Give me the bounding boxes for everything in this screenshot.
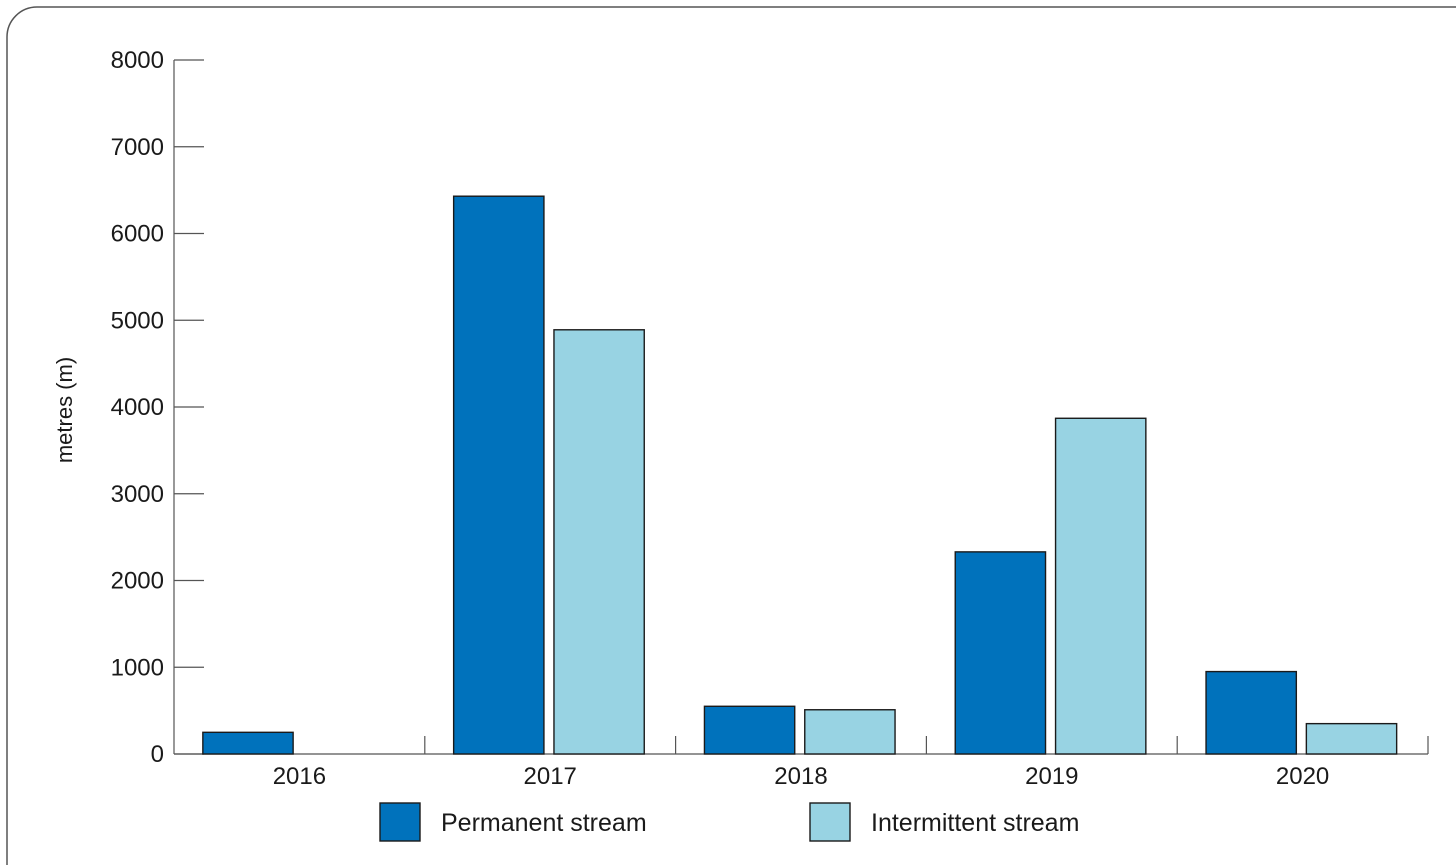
y-tick-label: 0 (151, 741, 164, 768)
chart-frame (6, 6, 1456, 865)
bar-permanent-stream-2018 (703, 705, 796, 755)
legend: Permanent stream Intermittent stream (379, 802, 1079, 842)
bar-intermittent-stream-2020 (1305, 722, 1398, 755)
y-ticks: 0 1000 2000 3000 4000 5000 6000 7000 8000 (111, 47, 204, 768)
y-tick-label: 3000 (111, 481, 164, 508)
x-tick-label: 2018 (774, 763, 827, 790)
y-tick-label: 8000 (111, 47, 164, 74)
y-tick-label: 7000 (111, 134, 164, 161)
bars (202, 195, 1398, 755)
legend-swatch (379, 802, 421, 842)
x-tick-label: 2016 (273, 763, 326, 790)
bar-intermittent-stream-2019 (1054, 417, 1147, 755)
bar-permanent-stream-2017 (452, 195, 545, 755)
bar-permanent-stream-2019 (954, 551, 1047, 755)
y-tick-label: 4000 (111, 394, 164, 421)
bar-permanent-stream-2020 (1205, 670, 1298, 755)
category-labels: 2016 2017 2018 2019 2020 (273, 763, 1330, 790)
y-tick-label: 5000 (111, 307, 164, 334)
legend-label: Permanent stream (441, 809, 647, 837)
bar-intermittent-stream-2018 (804, 709, 896, 755)
x-tick-label: 2019 (1025, 763, 1078, 790)
legend-swatch (809, 802, 851, 842)
y-axis-title: metres (m) (52, 357, 77, 463)
bar-intermittent-stream-2017 (553, 329, 645, 755)
legend-label: Intermittent stream (871, 809, 1079, 837)
x-ticks (424, 736, 1429, 754)
y-tick-label: 2000 (111, 568, 164, 595)
bar-permanent-stream-2016 (202, 731, 294, 755)
x-tick-label: 2017 (524, 763, 577, 790)
x-tick-label: 2020 (1276, 763, 1329, 790)
y-tick-label: 1000 (111, 654, 164, 681)
y-tick-label: 6000 (111, 221, 164, 248)
